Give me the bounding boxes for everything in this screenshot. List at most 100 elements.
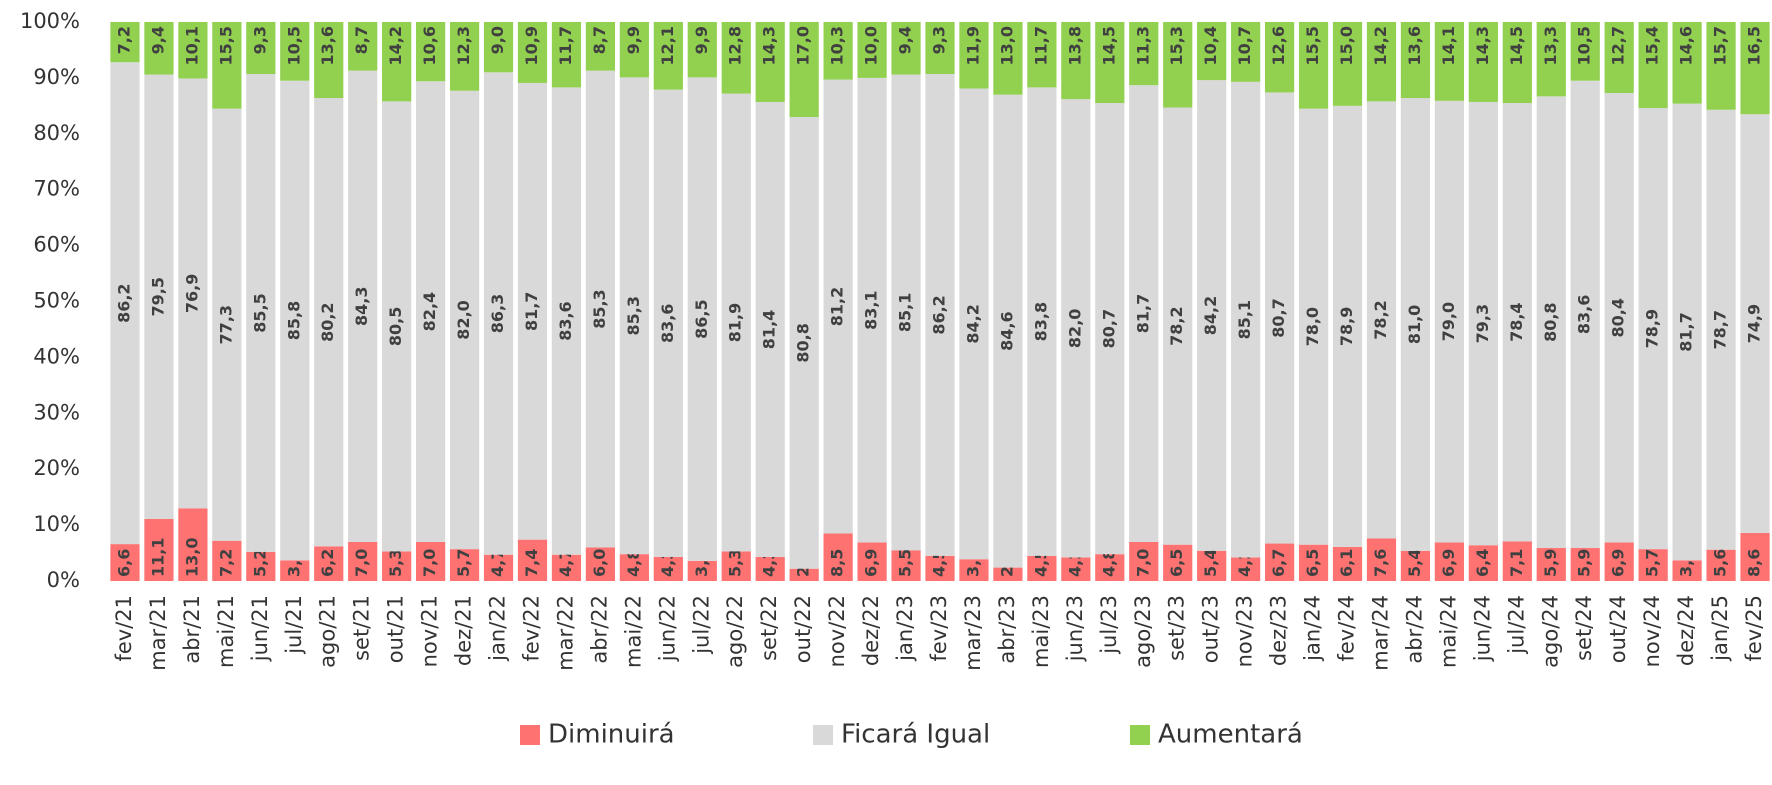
value-label: 10,9 (522, 26, 541, 65)
x-tick-label: fev/21 (112, 595, 136, 662)
bar-segment (449, 22, 480, 91)
bar-segment (382, 101, 412, 552)
bar-segment (653, 556, 683, 581)
value-label: 7,2 (114, 26, 133, 54)
bar-segment (585, 547, 616, 581)
value-label: 83,6 (658, 304, 677, 343)
value-label: 86,2 (114, 283, 133, 322)
value-label: 15,5 (1303, 26, 1322, 65)
bar-segment (721, 22, 751, 94)
bar-segment (551, 87, 582, 555)
x-tick-label: fev/25 (1742, 595, 1766, 662)
bar-segment (857, 542, 887, 581)
value-label: 6,2 (318, 549, 337, 577)
bar-segment (1468, 101, 1498, 546)
bar-segment (1638, 108, 1668, 550)
value-label: 6,5 (1303, 549, 1322, 577)
bar-segment (449, 90, 480, 550)
bar-segment (1163, 107, 1193, 545)
value-label: 15,0 (1337, 26, 1356, 65)
bar-segment (449, 549, 480, 581)
bar-segment (789, 568, 819, 581)
legend-swatch (1130, 725, 1150, 745)
bar-segment (891, 74, 921, 551)
y-tick-label: 50% (33, 289, 80, 313)
value-label: 9,4 (896, 26, 915, 54)
bar-segment (212, 22, 242, 109)
value-label: 81,7 (1677, 312, 1696, 351)
value-label: 8,7 (590, 26, 609, 54)
x-tick-label: set/21 (350, 595, 374, 661)
bar-segment (959, 559, 989, 581)
bar-segment (619, 22, 649, 78)
bar-segment (1740, 114, 1770, 533)
x-tick-label: ago/21 (316, 595, 340, 668)
value-label: 12,8 (726, 26, 745, 65)
value-label: 13,0 (997, 26, 1016, 65)
value-label: 9,9 (624, 26, 643, 54)
bar-segment (551, 554, 582, 581)
value-label: 78,0 (1303, 307, 1322, 346)
value-label: 15,3 (1167, 26, 1186, 65)
x-tick-label: jan/23 (893, 595, 917, 662)
value-label: 83,6 (1575, 295, 1594, 334)
bar-segment (416, 541, 446, 581)
bar-segment (1129, 85, 1159, 542)
bar-segment (755, 556, 785, 581)
y-tick-label: 10% (33, 512, 80, 536)
x-tick-label: mar/22 (553, 595, 577, 671)
bar-segment (653, 89, 683, 557)
bar-segment (416, 22, 446, 82)
value-label: 6,1 (1337, 549, 1356, 577)
value-label: 86,3 (488, 294, 507, 333)
value-label: 10,6 (420, 26, 439, 65)
value-label: 10,5 (284, 26, 303, 65)
value-label: 5,6 (1711, 549, 1730, 577)
value-label: 10,7 (1235, 26, 1254, 65)
x-tick-label: jun/23 (1063, 595, 1087, 662)
bar-segment (1536, 548, 1566, 581)
bar-segment (619, 554, 649, 581)
bar-segment (517, 82, 548, 540)
value-label: 9,9 (692, 26, 711, 54)
bar-segment (1502, 541, 1532, 581)
bar-segment (517, 22, 548, 83)
bar-segment (280, 560, 310, 581)
bar-segment (1672, 22, 1702, 104)
bar-segment (891, 550, 921, 581)
bar-segment (1095, 103, 1125, 555)
bar-segment (1570, 22, 1600, 81)
bar-segment (1264, 92, 1295, 544)
bar-segment (212, 108, 242, 541)
value-label: 80,4 (1609, 298, 1628, 337)
value-label: 14,5 (1507, 26, 1526, 65)
value-label: 79,5 (148, 277, 167, 316)
x-tick-label: mai/24 (1436, 595, 1460, 668)
bar-segment (1231, 22, 1261, 82)
value-label: 10,1 (182, 26, 201, 65)
bar-segment (246, 22, 276, 74)
bar-segment (1366, 22, 1397, 102)
value-label: 5,5 (896, 549, 915, 577)
bar-segment (687, 77, 717, 561)
x-tick-label: dez/23 (1267, 595, 1291, 666)
bar-segment (246, 551, 276, 581)
x-tick-label: fev/22 (519, 595, 543, 662)
value-label: 6,7 (1269, 549, 1288, 577)
bar-segment (1129, 22, 1159, 86)
value-label: 80,7 (1099, 309, 1118, 348)
bar-segment (1434, 22, 1464, 101)
x-tick-label: mai/21 (214, 595, 238, 668)
x-tick-label: dez/22 (859, 595, 883, 666)
bar-segment (1298, 544, 1329, 581)
x-tick-label: jun/24 (1470, 595, 1494, 662)
bar-segment (1231, 557, 1261, 581)
value-label: 7,0 (420, 549, 439, 577)
bar-segment (1502, 22, 1532, 104)
bar-segment (687, 560, 717, 581)
x-tick-label: jul/23 (1097, 595, 1121, 655)
value-label: 17,0 (794, 26, 813, 65)
value-label: 13,8 (1065, 26, 1084, 65)
bar-segment (1638, 549, 1668, 581)
x-tick-label: jan/25 (1708, 595, 1732, 662)
